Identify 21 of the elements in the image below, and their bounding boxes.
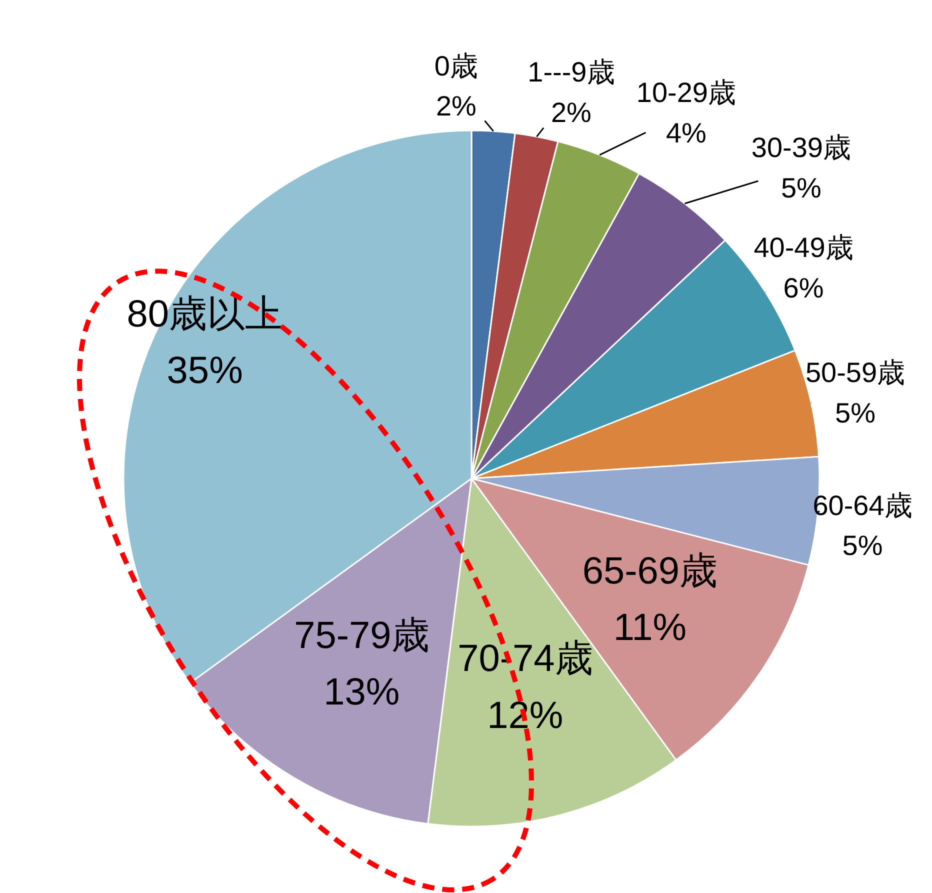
slice-label: 75-79歳 xyxy=(294,614,430,657)
slice-label: 40-49歳 xyxy=(754,232,854,264)
data-label: 4% xyxy=(666,118,706,149)
data-label: 6% xyxy=(783,272,824,304)
data-label: 2% xyxy=(436,90,476,122)
slice-label: 30-39歳 xyxy=(751,132,852,164)
data-label: 13% xyxy=(324,672,400,714)
slice-label: 0歳 xyxy=(434,50,478,82)
slice-label: 10-29歳 xyxy=(636,77,736,108)
data-label: 5% xyxy=(842,530,883,562)
slice-label: 50-59歳 xyxy=(805,357,906,388)
data-label: 5% xyxy=(780,172,822,204)
data-label: 35% xyxy=(166,350,243,392)
slice-label: 60-64歳 xyxy=(812,490,912,521)
slice-label: 70-74歳 xyxy=(458,638,593,680)
data-label: 12% xyxy=(487,694,564,737)
slice-label: 65-69歳 xyxy=(582,550,718,592)
data-label: 11% xyxy=(613,607,687,650)
data-label: 5% xyxy=(835,397,876,428)
data-label: 2% xyxy=(550,96,592,128)
slice-label: 1---9歳 xyxy=(528,56,615,88)
